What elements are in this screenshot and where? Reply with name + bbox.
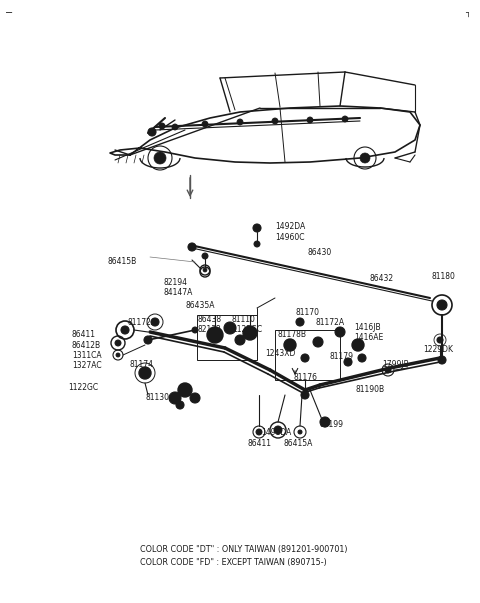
Text: 81199: 81199 — [320, 420, 344, 429]
Text: 81110: 81110 — [232, 315, 256, 324]
Circle shape — [253, 224, 261, 232]
Circle shape — [192, 327, 198, 333]
Circle shape — [188, 243, 196, 251]
Circle shape — [176, 401, 184, 409]
Text: 1122GC: 1122GC — [68, 383, 98, 392]
Text: −: − — [5, 8, 13, 18]
Circle shape — [151, 318, 159, 326]
Text: 86412B: 86412B — [72, 341, 101, 350]
Bar — [197, 315, 257, 360]
Text: 81172A: 81172A — [316, 318, 345, 327]
Circle shape — [243, 326, 257, 340]
Text: COLOR CODE "FD" : EXCEPT TAIWAN (890715-): COLOR CODE "FD" : EXCEPT TAIWAN (890715-… — [140, 558, 327, 567]
Circle shape — [190, 393, 200, 403]
Circle shape — [438, 356, 446, 364]
Text: 1416AE: 1416AE — [354, 333, 383, 342]
Text: 81174: 81174 — [130, 360, 154, 369]
Circle shape — [352, 339, 364, 351]
Text: 1229DK: 1229DK — [423, 345, 453, 354]
Circle shape — [115, 340, 121, 346]
Text: 1327AC: 1327AC — [72, 361, 102, 370]
Text: 81190B: 81190B — [355, 385, 384, 394]
Circle shape — [178, 383, 192, 397]
Text: 86411: 86411 — [72, 330, 96, 339]
Circle shape — [272, 118, 278, 124]
Circle shape — [320, 417, 330, 427]
Circle shape — [274, 426, 282, 434]
Circle shape — [360, 153, 370, 163]
Circle shape — [344, 358, 352, 366]
Circle shape — [307, 117, 313, 123]
Text: 86411: 86411 — [247, 439, 271, 448]
Text: 14960C: 14960C — [275, 233, 304, 242]
Circle shape — [235, 335, 245, 345]
Circle shape — [202, 121, 208, 127]
Circle shape — [437, 337, 443, 343]
Text: 81180: 81180 — [432, 272, 456, 281]
Circle shape — [301, 354, 309, 362]
Text: 81172A: 81172A — [128, 318, 157, 327]
Circle shape — [313, 337, 323, 347]
Circle shape — [284, 339, 296, 351]
Text: 86415A: 86415A — [284, 439, 313, 448]
Text: 81179: 81179 — [330, 352, 354, 361]
Circle shape — [148, 128, 156, 136]
Circle shape — [202, 253, 208, 259]
Circle shape — [335, 327, 345, 337]
Circle shape — [254, 241, 260, 247]
Text: 82194: 82194 — [163, 278, 187, 287]
Circle shape — [342, 116, 348, 122]
Circle shape — [296, 318, 304, 326]
Text: 1416JB: 1416JB — [354, 323, 381, 332]
Text: 1311CA: 1311CA — [72, 351, 102, 360]
Text: 81176: 81176 — [294, 373, 318, 382]
Circle shape — [298, 430, 302, 434]
Text: ┐: ┐ — [465, 8, 470, 17]
Circle shape — [207, 327, 223, 343]
Text: 1243XD: 1243XD — [265, 349, 295, 358]
Text: 1122GC: 1122GC — [232, 325, 262, 334]
Text: COLOR CODE "DT" : ONLY TAIWAN (891201-900701): COLOR CODE "DT" : ONLY TAIWAN (891201-90… — [140, 545, 348, 554]
Circle shape — [144, 336, 152, 344]
Circle shape — [203, 268, 207, 272]
Text: 82132: 82132 — [198, 325, 222, 334]
Circle shape — [154, 152, 166, 164]
Circle shape — [139, 367, 151, 379]
Text: 84147A: 84147A — [163, 288, 192, 297]
Text: 86415B: 86415B — [108, 257, 137, 266]
Circle shape — [237, 119, 243, 125]
Bar — [275, 330, 340, 380]
Text: 1491DA: 1491DA — [261, 428, 291, 437]
Text: 86432: 86432 — [370, 274, 394, 283]
Text: 86430: 86430 — [308, 248, 332, 257]
Circle shape — [385, 367, 391, 373]
Text: 81178B: 81178B — [278, 330, 307, 339]
Circle shape — [437, 300, 447, 310]
Circle shape — [121, 326, 129, 334]
Circle shape — [116, 353, 120, 357]
Text: 81130: 81130 — [145, 393, 169, 402]
Text: 1492DA: 1492DA — [275, 222, 305, 231]
Circle shape — [256, 429, 262, 435]
Circle shape — [172, 124, 178, 130]
Circle shape — [169, 392, 181, 404]
Circle shape — [159, 123, 165, 129]
Text: 81170: 81170 — [295, 308, 319, 317]
Circle shape — [224, 322, 236, 334]
Circle shape — [358, 354, 366, 362]
Text: 86435A: 86435A — [185, 301, 215, 310]
Text: 1799JB: 1799JB — [382, 360, 409, 369]
Text: 86438: 86438 — [198, 315, 222, 324]
Circle shape — [301, 391, 309, 399]
